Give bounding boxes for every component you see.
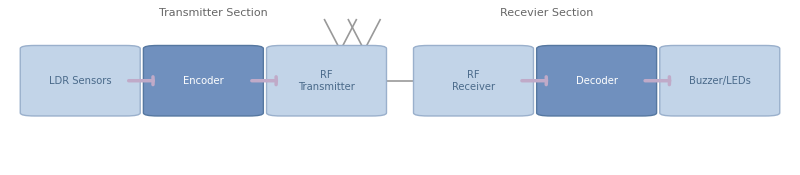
FancyBboxPatch shape — [266, 46, 386, 116]
Text: RF
Transmitter: RF Transmitter — [298, 70, 355, 92]
Text: Encoder: Encoder — [183, 76, 224, 86]
FancyBboxPatch shape — [143, 46, 263, 116]
FancyBboxPatch shape — [414, 46, 534, 116]
Text: Decoder: Decoder — [576, 76, 618, 86]
FancyBboxPatch shape — [537, 46, 657, 116]
Text: Transmitter Section: Transmitter Section — [159, 8, 268, 18]
Text: Buzzer/LEDs: Buzzer/LEDs — [689, 76, 750, 86]
Text: RF
Receiver: RF Receiver — [452, 70, 495, 92]
Text: Recevier Section: Recevier Section — [500, 8, 594, 18]
FancyBboxPatch shape — [20, 46, 140, 116]
Text: LDR Sensors: LDR Sensors — [49, 76, 111, 86]
FancyBboxPatch shape — [660, 46, 780, 116]
